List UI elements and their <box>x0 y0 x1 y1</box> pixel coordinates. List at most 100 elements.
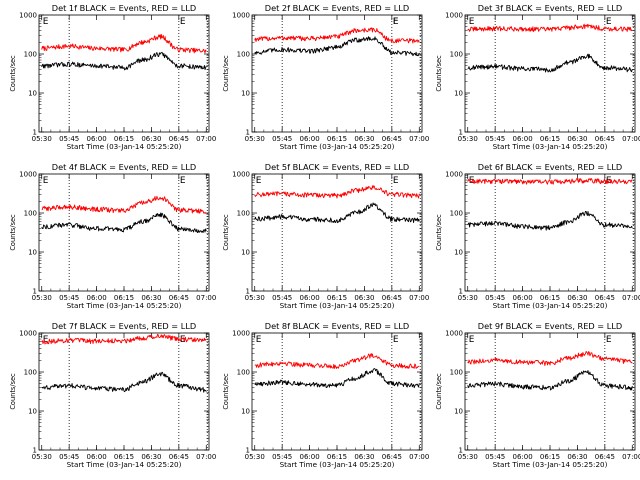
x-tick-label: 06:15 <box>540 294 560 302</box>
y-tick-label: 1 <box>246 129 250 137</box>
x-tick-label: 07:00 <box>409 294 429 302</box>
series-line-events-black <box>41 371 207 393</box>
detector-panel-4: Det 4f BLACK = Events, RED = LLD 1 10 100 10… <box>9 162 216 310</box>
x-tick-label: 06:00 <box>299 294 319 302</box>
x-tick-label: 06:30 <box>141 294 161 302</box>
x-tick-label: 06:45 <box>169 135 189 143</box>
x-tick-label: 07:00 <box>622 135 640 143</box>
x-tick-label: 07:00 <box>196 453 216 461</box>
x-tick-label: 06:00 <box>299 135 319 143</box>
detector-panel-9: Det 9f BLACK = Events, RED = LLD 1 10 100 10… <box>435 321 640 469</box>
event-marker-label: E <box>43 176 49 186</box>
x-tick-label: 06:15 <box>327 453 347 461</box>
y-tick-label: 100 <box>450 369 463 377</box>
y-tick-label: 1 <box>459 288 463 296</box>
x-tick-label: 06:00 <box>512 294 532 302</box>
event-marker-label: E <box>180 335 186 345</box>
y-axis-label: Counts/sec <box>222 55 230 92</box>
panel-title: Det 8f BLACK = Events, RED = LLD <box>265 321 409 331</box>
panel-title: Det 9f BLACK = Events, RED = LLD <box>478 321 622 331</box>
panel-title: Det 3f BLACK = Events, RED = LLD <box>478 3 622 13</box>
x-tick-label: 05:45 <box>272 453 292 461</box>
y-tick-label: 100 <box>237 51 250 59</box>
x-tick-label: 05:30 <box>458 294 478 302</box>
x-tick-label: 06:00 <box>512 135 532 143</box>
x-tick-label: 06:30 <box>567 135 587 143</box>
series-line-events-black <box>467 370 633 391</box>
x-tick-label: 06:45 <box>382 294 402 302</box>
y-tick-label: 100 <box>237 210 250 218</box>
x-tick-label: 05:30 <box>245 135 265 143</box>
event-marker-label: E <box>256 335 262 345</box>
x-tick-label: 07:00 <box>622 453 640 461</box>
panel-title: Det 2f BLACK = Events, RED = LLD <box>265 3 409 13</box>
event-marker-label: E <box>393 335 399 345</box>
x-tick-label: 06:45 <box>595 294 615 302</box>
event-marker-label: E <box>180 176 186 186</box>
x-axis-label: Start Time (03-Jan-14 05:25:20) <box>493 142 608 151</box>
detector-panel-5: Det 5f BLACK = Events, RED = LLD 1 10 100 10… <box>222 162 429 310</box>
y-tick-label: 1 <box>33 447 37 455</box>
detector-panel-8: Det 8f BLACK = Events, RED = LLD 1 10 100 10… <box>222 321 429 469</box>
event-marker-label: E <box>606 17 612 27</box>
plot-frame <box>38 173 210 292</box>
plot-frame <box>38 14 210 133</box>
series-line-lld-red <box>41 195 207 214</box>
x-tick-label: 05:45 <box>485 453 505 461</box>
x-tick-label: 06:45 <box>169 294 189 302</box>
event-marker-label: E <box>43 17 49 27</box>
x-tick-label: 07:00 <box>196 135 216 143</box>
plot-frame <box>251 332 423 451</box>
x-tick-label: 06:30 <box>141 135 161 143</box>
y-tick-label: 100 <box>450 51 463 59</box>
x-tick-label: 06:15 <box>327 135 347 143</box>
y-tick-label: 1 <box>33 129 37 137</box>
series-line-lld-red <box>254 185 420 199</box>
y-tick-label: 1000 <box>19 12 37 20</box>
x-tick-label: 06:30 <box>354 294 374 302</box>
x-tick-label: 06:15 <box>327 294 347 302</box>
y-axis-label: Counts/sec <box>222 373 230 410</box>
x-tick-label: 05:30 <box>245 294 265 302</box>
y-tick-label: 1000 <box>445 330 463 338</box>
x-tick-label: 05:30 <box>32 135 52 143</box>
y-axis-label: Counts/sec <box>435 373 443 410</box>
x-axis-label: Start Time (03-Jan-14 05:25:20) <box>280 460 395 469</box>
y-tick-label: 1000 <box>232 12 250 20</box>
x-tick-label: 06:45 <box>382 453 402 461</box>
x-tick-label: 06:00 <box>86 294 106 302</box>
x-tick-label: 06:00 <box>299 453 319 461</box>
x-tick-label: 06:15 <box>540 135 560 143</box>
series-line-lld-red <box>41 34 207 54</box>
panel-title: Det 5f BLACK = Events, RED = LLD <box>265 162 409 172</box>
plot-frame <box>464 173 636 292</box>
x-tick-label: 05:30 <box>32 294 52 302</box>
x-tick-label: 05:30 <box>245 453 265 461</box>
x-tick-label: 06:00 <box>86 453 106 461</box>
x-tick-label: 06:15 <box>540 453 560 461</box>
x-tick-label: 07:00 <box>196 294 216 302</box>
y-tick-label: 1000 <box>232 171 250 179</box>
y-tick-label: 1 <box>33 288 37 296</box>
x-tick-label: 06:30 <box>567 453 587 461</box>
panel-title: Det 7f BLACK = Events, RED = LLD <box>52 321 196 331</box>
y-tick-label: 10 <box>241 90 250 98</box>
x-tick-label: 06:15 <box>114 294 134 302</box>
series-line-lld-red <box>467 23 633 32</box>
detector-panel-3: Det 3f BLACK = Events, RED = LLD 1 10 100 10… <box>435 3 640 151</box>
x-tick-label: 06:00 <box>86 135 106 143</box>
x-tick-label: 06:15 <box>114 135 134 143</box>
y-tick-label: 1 <box>246 288 250 296</box>
y-tick-label: 100 <box>24 369 37 377</box>
y-tick-label: 10 <box>28 90 37 98</box>
y-tick-label: 1 <box>459 129 463 137</box>
series-line-events-black <box>467 210 633 231</box>
event-marker-label: E <box>393 176 399 186</box>
y-tick-label: 10 <box>28 408 37 416</box>
x-tick-label: 05:45 <box>272 135 292 143</box>
y-tick-label: 1 <box>246 447 250 455</box>
y-tick-label: 10 <box>454 249 463 257</box>
x-tick-label: 06:30 <box>141 453 161 461</box>
y-tick-label: 10 <box>241 408 250 416</box>
